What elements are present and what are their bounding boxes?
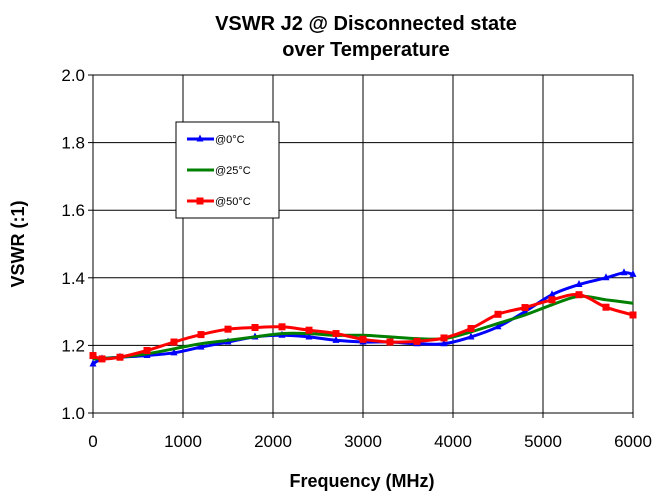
y-tick-label: 1.4 [61,269,85,288]
x-tick-label: 2000 [254,432,292,451]
x-tick-label: 6000 [614,432,652,451]
data-point [305,326,313,334]
series-1 [92,294,634,361]
x-tick-label: 0 [88,432,97,451]
data-point [251,323,259,331]
y-tick-label: 1.2 [61,336,85,355]
data-point [548,296,556,304]
data-point [197,342,205,350]
data-point [413,337,421,345]
data-point [575,280,583,288]
legend: @0°C @25°C @50°C [175,121,280,219]
data-point [440,339,448,347]
data-point [305,332,313,340]
x-tick-label: 3000 [344,432,382,451]
data-point [332,335,340,343]
legend-item: @25°C [187,165,251,177]
data-point [629,311,637,319]
legend-item: @50°C [187,196,251,208]
x-axis-ticks: 0 1000 2000 3000 4000 5000 6000 [88,413,652,451]
data-point [440,334,448,342]
data-point [602,273,610,281]
data-point [494,310,502,318]
x-tick-label: 1000 [164,432,202,451]
data-point [467,332,475,340]
series-line [92,292,634,361]
chart-title-line-2: over Temperature [282,39,449,61]
legend-label: @50°C [215,196,251,208]
data-point [143,346,151,354]
data-point [620,268,628,276]
legend-marker [196,197,204,205]
y-tick-label: 1.8 [61,134,85,153]
x-tick-label: 5000 [524,432,562,451]
y-tick-label: 2.0 [61,66,85,85]
legend-label: @25°C [215,165,251,177]
data-point [89,352,97,360]
y-axis-ticks: 1.0 1.2 1.4 1.6 1.8 2.0 [61,66,93,423]
data-point [170,348,178,356]
legend-marker [196,134,204,142]
data-point [548,290,556,298]
legend-label: @0°C [215,134,245,146]
data-point [89,359,97,367]
gridlines [92,74,634,414]
data-point [98,355,106,363]
chart-title-line-1: VSWR J2 @ Disconnected state [215,13,517,35]
data-point [575,291,583,299]
data-point [116,353,124,361]
data-point [602,303,610,311]
y-axis-label: VSWR (:1) [8,201,28,288]
data-point [332,330,340,338]
y-tick-label: 1.6 [61,201,85,220]
data-point [359,335,367,343]
data-point [278,323,286,331]
data-point [494,322,502,330]
x-tick-label: 4000 [434,432,472,451]
y-tick-label: 1.0 [61,404,85,423]
legend-item: @0°C [187,134,245,146]
series-lines [89,268,637,367]
data-point [170,338,178,346]
series-2 [89,291,637,363]
data-point [197,331,205,339]
data-point [224,325,232,333]
data-point [521,304,529,312]
series-line [92,294,634,361]
x-axis-label: Frequency (MHz) [289,471,434,491]
data-point [386,338,394,346]
data-point [467,325,475,332]
data-point [629,269,637,277]
